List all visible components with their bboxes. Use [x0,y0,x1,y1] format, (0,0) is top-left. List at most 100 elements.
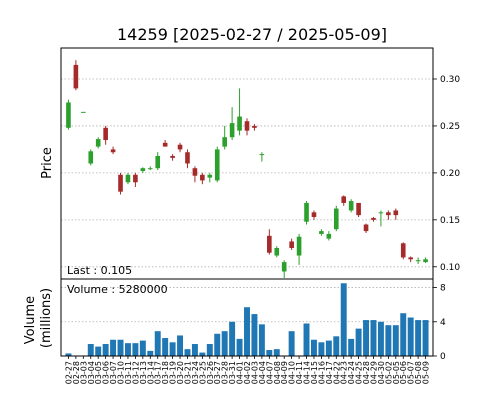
candle [118,172,123,195]
date-tick-label: 05-02 [384,361,393,384]
candle [304,201,309,225]
date-tick-label: 04-17 [325,361,334,384]
volume-bar [169,342,176,356]
volume-bar [392,325,399,356]
volume-bar [132,343,139,356]
date-tick-label: 04-28 [362,361,371,384]
candle-body [162,142,168,147]
date-tick-label: 04-24 [347,361,356,384]
date-tick-label: 04-23 [340,361,349,384]
candle [296,233,302,265]
candle-body [371,217,376,220]
candle [200,172,205,185]
volume-axis-label-line2: (millions) [39,288,54,348]
candle-body [304,202,309,222]
candle-body [252,125,257,128]
price-axis-label: Price [40,147,55,179]
volume-bar [258,324,265,356]
volume-bar [310,339,317,356]
volume-bar [385,325,392,356]
candle [393,208,399,220]
date-tick-label: 04-03 [250,361,259,384]
date-tick-label: 03-25 [198,361,207,384]
candle-body [66,102,71,128]
candle [267,229,272,255]
candle-body [222,137,227,147]
volume-bar [370,320,377,356]
candle [348,199,354,213]
candle-body [73,64,79,89]
candle-body [386,212,391,216]
candle-body [289,241,294,249]
volume-axis-label-line1: Volume [23,296,38,344]
candle-body [103,127,108,141]
candle-body [319,231,324,234]
price-tick-label: 0.30 [440,75,460,85]
candle [423,257,428,264]
date-tick-label: 04-14 [303,361,312,384]
candle [222,125,227,150]
volume-bar [288,331,295,356]
date-tick-label: 04-08 [273,361,282,384]
candle-body [333,208,339,230]
candle [244,118,250,136]
price-frame [60,47,434,280]
candle-body [214,149,220,181]
candle-body [408,257,413,260]
candle [386,210,391,220]
candle-body [326,233,332,239]
candle-body [274,248,280,256]
volume-bar [244,307,250,356]
candle [400,242,406,260]
volume-bar [177,335,184,356]
volume-bar [355,328,362,356]
price-panel: 0.10 0.15 0.20 0.25 0.30 Price Last : 0.105 [40,47,460,280]
date-tick-label: 03-07 [109,361,118,384]
volume-bar [206,344,213,356]
date-tick-label: 03-12 [131,361,140,384]
volume-bar [422,320,429,356]
candle [95,137,101,149]
volume-bar [191,344,198,356]
date-tick-label: 03-14 [146,361,155,384]
date-tick-label: 04-10 [288,361,297,384]
candle-body [110,149,116,153]
date-tick-label: 04-22 [332,361,341,384]
candle-body [311,212,317,218]
date-tick-label: 04-29 [369,361,378,384]
date-tick-label: 04-15 [310,361,319,384]
candle [192,166,198,183]
candle [356,202,361,218]
date-tick-label: 02-27 [64,361,73,384]
volume-bar [266,350,273,356]
volume-bar [363,320,370,356]
date-tick-label: 03-11 [124,361,133,384]
volume-y-ticks: 0 4 8 [433,284,446,362]
volume-bar [162,338,169,356]
candle-body [118,174,123,192]
candle [170,154,175,161]
candle-body [356,202,361,216]
candle-body [177,144,183,150]
date-tick-label: 03-24 [191,361,200,384]
date-tick-label: 04-09 [280,361,289,384]
volume-bar [154,331,161,356]
volume-bar [65,353,72,356]
candle-body [259,154,265,156]
volume-bar [333,336,340,356]
candle [333,205,339,232]
price-y-ticks: 0.10 0.15 0.20 0.25 0.30 [433,75,460,273]
date-tick-label: 02-28 [72,361,81,384]
candle [162,140,168,147]
price-tick-label: 0.20 [440,169,460,179]
date-tick-label: 03-26 [206,361,215,384]
volume-bar [340,283,347,356]
date-tick-label: 03-28 [221,361,230,384]
volume-bar [139,340,146,356]
candle-body [170,155,175,158]
candle-body [125,174,131,183]
date-x-ticks: 02-2702-2803-0303-0403-0503-0603-0703-10… [64,356,431,384]
volume-bar [377,321,384,356]
date-tick-label: 03-27 [213,361,222,384]
candle [311,210,317,220]
